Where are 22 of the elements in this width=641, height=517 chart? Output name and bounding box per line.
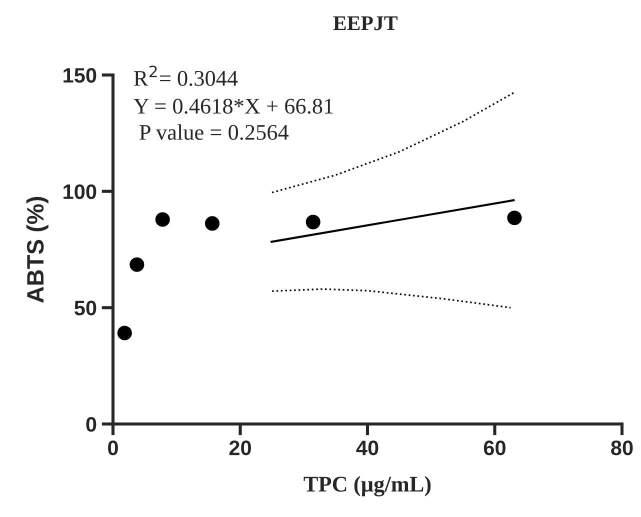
annotation: R$^{2}$= 0.3044 (134, 66, 238, 86)
x-tick-label: 60 (484, 440, 506, 456)
y-tick-label: 100 (64, 184, 96, 200)
point (306, 214, 320, 230)
x-tick-label: 80 (611, 440, 633, 456)
point (507, 210, 522, 226)
annotation: P value = 0.2564 (140, 124, 289, 140)
point (155, 212, 170, 227)
x-tick-label: 0 (108, 440, 118, 456)
annotation: Y = 0.4618*X + 66.81 (134, 98, 333, 114)
x-axis-title: TPC (µg/mL) (304, 476, 431, 496)
line-series (271, 288, 512, 308)
point (117, 326, 132, 340)
y-tick-label: 150 (64, 68, 96, 83)
y-axis-title: ABTS (%) (26, 196, 48, 303)
y-tick-label: 50 (74, 300, 96, 316)
point (204, 216, 220, 231)
chart-title: EEPJT (333, 16, 398, 30)
y-tick-label: 0 (86, 417, 96, 432)
point (130, 257, 144, 272)
x-tick-label: 20 (229, 440, 251, 456)
x-tick-label: 40 (356, 440, 378, 456)
